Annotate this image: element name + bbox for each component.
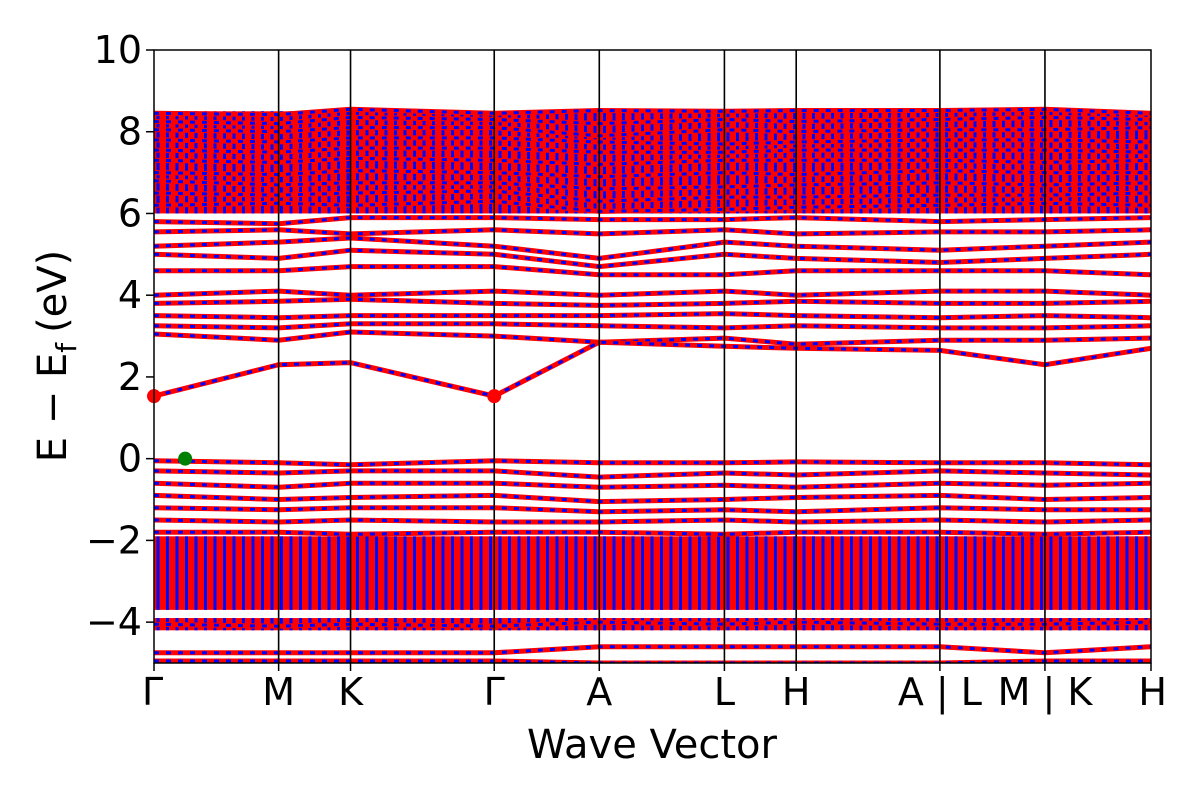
band-line-spin-down <box>154 146 1151 154</box>
band-line-spin-down <box>154 493 1151 504</box>
y-axis-title-unit: (eV) <box>30 250 76 333</box>
x-tick-label: L <box>714 670 735 714</box>
y-tick-label: 4 <box>118 273 142 317</box>
cbm-marker <box>487 389 502 404</box>
band-line-spin-down <box>154 297 1151 307</box>
y-tick-label: 0 <box>118 437 142 481</box>
plot-frame <box>153 49 1152 664</box>
band-line-spin-up <box>154 296 1151 308</box>
band-line-spin-down <box>154 265 1151 277</box>
band-line-spin-down <box>154 340 1151 398</box>
y-axis-title: E − Ef (eV) <box>30 250 83 463</box>
vbm-marker <box>178 451 193 466</box>
band-line-spin-up <box>154 480 1151 490</box>
band-line-spin-down <box>154 248 1151 269</box>
band-line-spin-down <box>154 156 1151 166</box>
band-line-spin-down <box>154 189 1151 203</box>
band-line-spin-down <box>154 289 1151 297</box>
y-axis-ticks: 10 8 6 4 2 0 −2 −4 <box>86 28 154 644</box>
y-tick-label: 8 <box>118 110 142 154</box>
x-tick-label: A | L <box>898 670 982 715</box>
band-line-spin-down <box>154 199 1151 213</box>
band-line-spin-down <box>154 322 1151 330</box>
band-line-spin-up <box>154 339 1151 399</box>
band-line-spin-up <box>154 321 1151 331</box>
band-line-spin-down <box>154 179 1151 191</box>
band-line-spin-down <box>154 481 1151 489</box>
band-line-spin-down <box>154 107 1151 117</box>
x-tick-label: Γ <box>484 670 505 714</box>
band-line-spin-down <box>154 506 1151 514</box>
band-line-spin-down <box>154 659 1151 663</box>
band-line-spin-up <box>154 492 1151 505</box>
y-tick-label: −4 <box>86 600 142 644</box>
band-line-spin-down <box>154 228 1151 236</box>
band-line-spin-down <box>154 645 1151 655</box>
y-tick-label: 10 <box>94 28 142 72</box>
band-line-spin-up <box>154 215 1151 227</box>
band-line-spin-down <box>154 216 1151 226</box>
band-line-spin-down <box>154 169 1151 179</box>
band-line-spin-up <box>154 227 1151 237</box>
band-line-spin-up <box>154 644 1151 656</box>
x-tick-label: M | K <box>998 670 1094 715</box>
x-tick-label: A <box>586 670 612 714</box>
y-axis-title-subscript: f <box>50 342 83 353</box>
x-tick-label: K <box>338 670 364 714</box>
band-line-spin-down <box>154 459 1151 467</box>
x-tick-label: Γ <box>142 670 163 714</box>
band-line-spin-down <box>154 136 1151 146</box>
y-tick-label: −2 <box>86 518 142 562</box>
band-line-spin-up <box>154 505 1151 515</box>
high-symmetry-lines-group <box>277 50 1046 663</box>
y-axis-title-main: E − E <box>30 353 76 463</box>
band-line-spin-down <box>154 126 1151 138</box>
y-tick-label: 6 <box>118 191 142 235</box>
band-lines-group <box>154 106 1151 663</box>
band-line-spin-down <box>154 620 1151 628</box>
band-line-spin-down <box>154 115 1151 126</box>
x-axis-title: Wave Vector <box>527 722 778 768</box>
band-line-spin-down <box>154 469 1151 479</box>
band-line-spin-down <box>154 236 1151 260</box>
x-tick-label: M <box>262 670 295 714</box>
band-line-spin-up <box>154 468 1151 480</box>
band-line-spin-up <box>154 264 1151 278</box>
band-line-spin-down <box>154 330 1151 346</box>
band-line-spin-up <box>154 288 1151 298</box>
band-line-spin-down <box>154 312 1151 320</box>
band-line-spin-down <box>154 518 1151 524</box>
x-tick-label: H <box>782 670 811 714</box>
band-line-spin-up <box>154 529 1151 537</box>
x-tick-label: H <box>1138 670 1167 714</box>
y-tick-label: 2 <box>118 355 142 399</box>
band-line-spin-down <box>154 530 1151 536</box>
band-line-spin-up <box>154 517 1151 525</box>
band-line-spin-up <box>154 311 1151 321</box>
band-line-spin-up <box>154 458 1151 468</box>
extrema-markers-group <box>147 389 502 466</box>
